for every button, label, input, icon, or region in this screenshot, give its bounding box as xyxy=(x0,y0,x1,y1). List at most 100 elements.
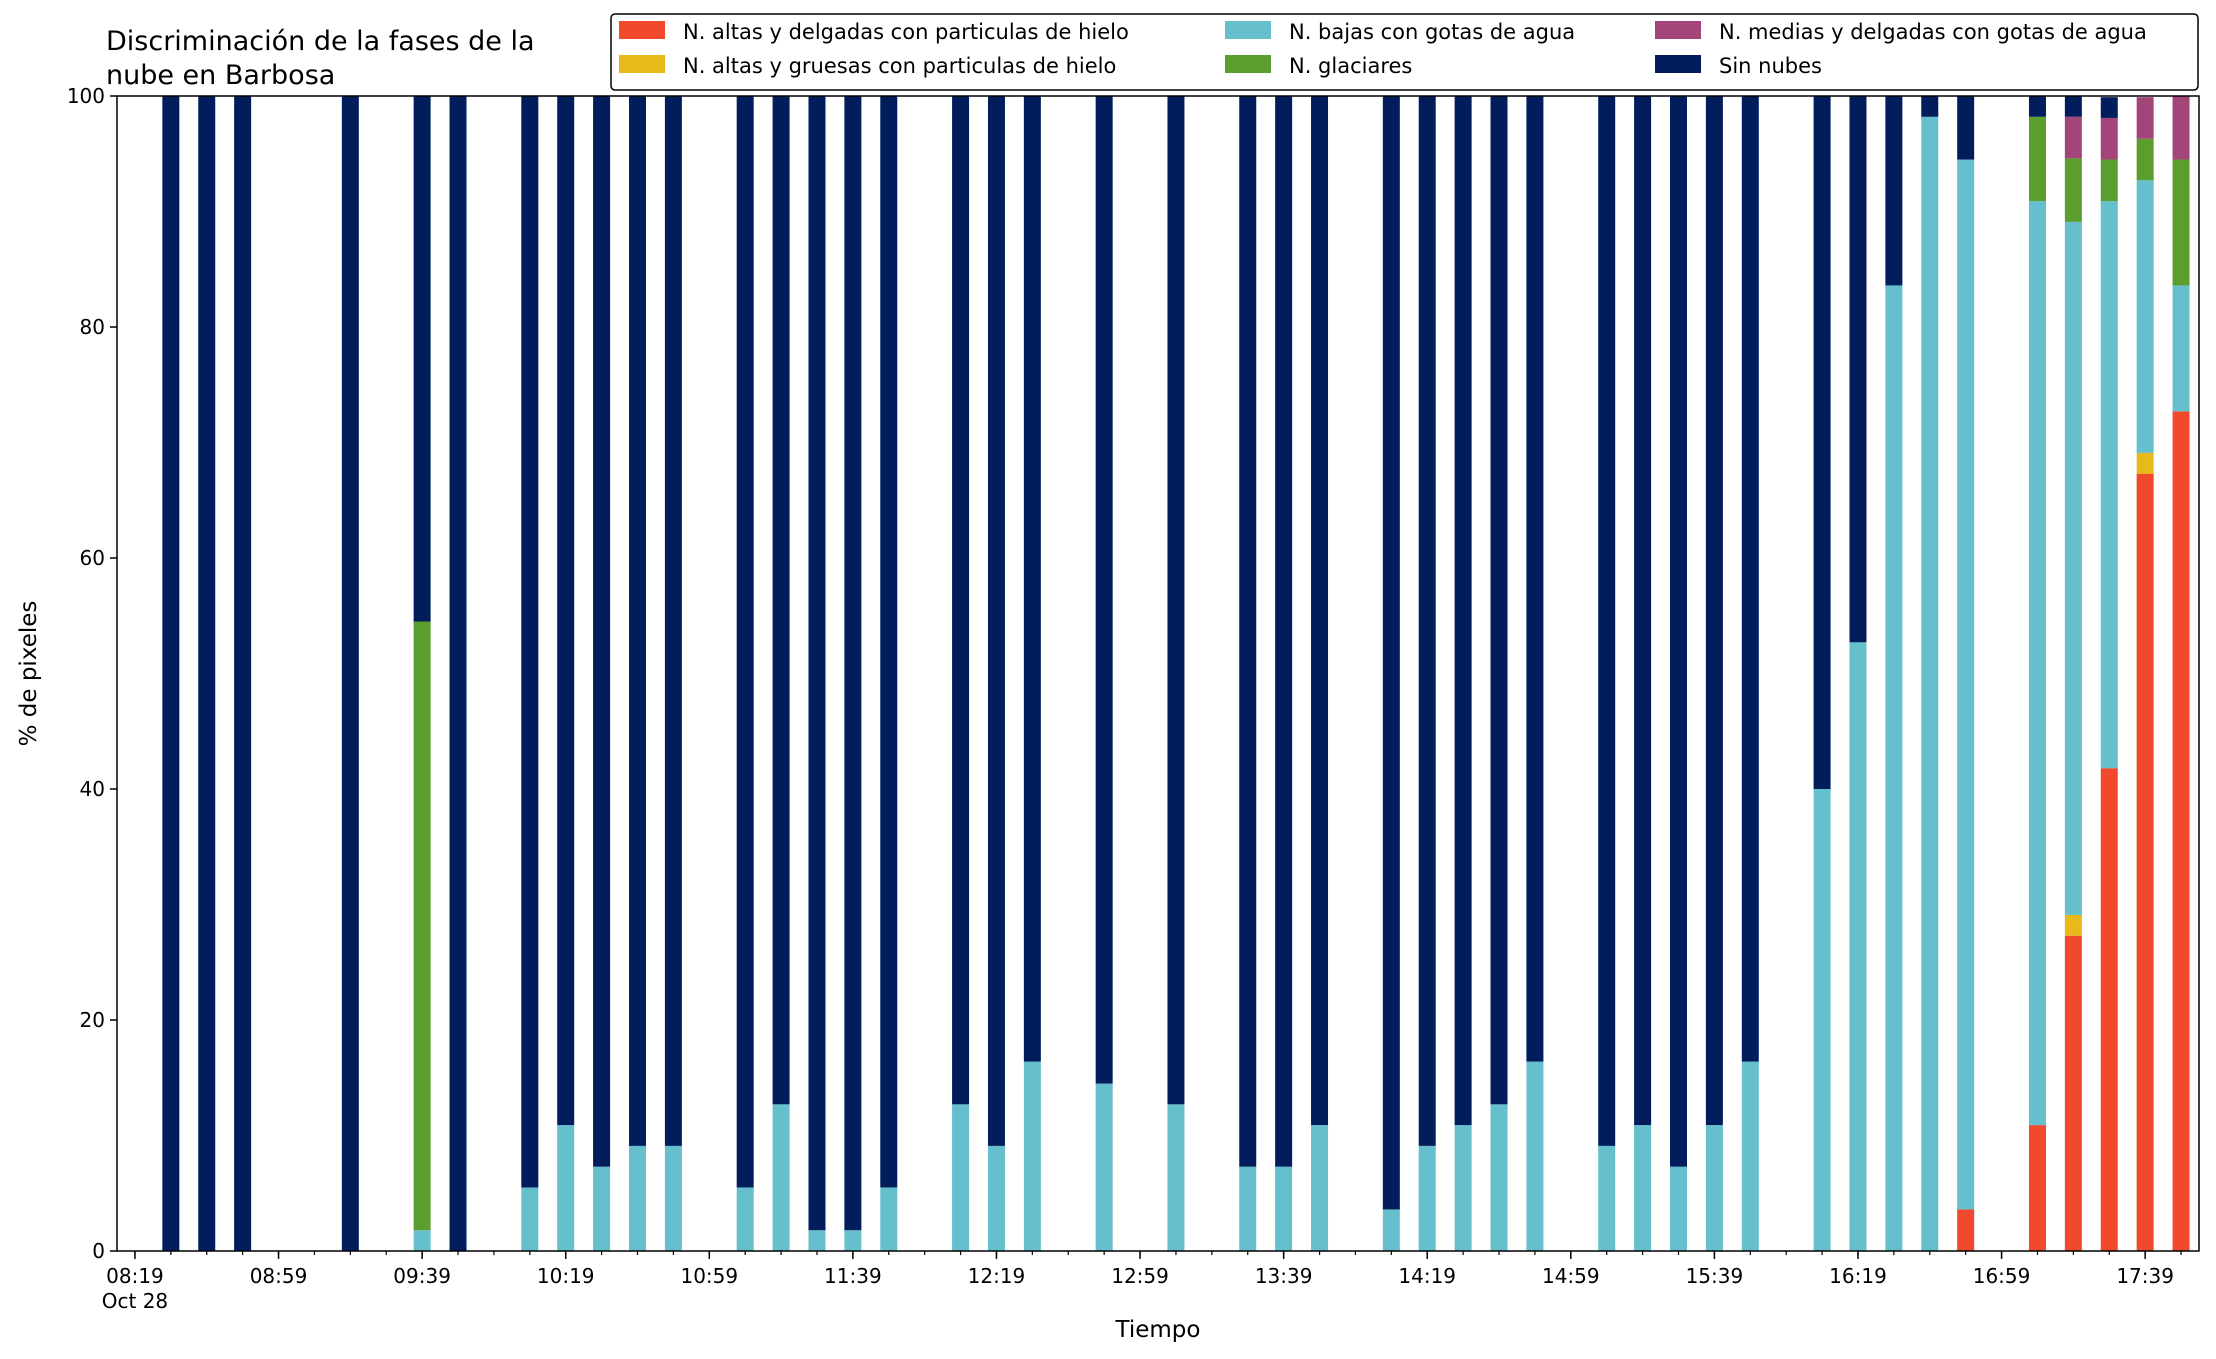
bar-segment xyxy=(1418,1145,1436,1251)
bar-segment xyxy=(2172,96,2190,160)
x-tick-label: 12:59 xyxy=(1111,1264,1169,1288)
bar-segment xyxy=(2064,221,2082,915)
y-axis-label: % de pixeles xyxy=(16,601,42,747)
bar-segment xyxy=(880,1187,898,1251)
bar-segment xyxy=(844,1230,862,1251)
bar-segment xyxy=(1239,96,1257,1167)
bar-segment xyxy=(1921,96,1939,117)
bar-segment xyxy=(1095,1083,1113,1251)
legend: N. altas y delgadas con particulas de hi… xyxy=(610,13,2199,91)
y-tick-label: 100 xyxy=(67,84,105,108)
bar-segment xyxy=(449,96,467,1251)
bar-segment xyxy=(1311,96,1329,1126)
x-tick-label: 12:19 xyxy=(968,1264,1026,1288)
bar-segment xyxy=(1741,96,1759,1062)
x-tick-label: 14:19 xyxy=(1398,1264,1456,1288)
legend-box xyxy=(610,13,2199,91)
bar-segment xyxy=(2064,158,2082,222)
bar-segment xyxy=(808,1230,826,1251)
bar-segment xyxy=(1023,1061,1041,1251)
bar-segment xyxy=(413,621,431,1231)
bar-segment xyxy=(1454,96,1472,1126)
bar-segment xyxy=(2064,116,2082,159)
bar-segment xyxy=(1382,1209,1400,1251)
bar-segment xyxy=(1490,96,1508,1105)
x-tick-label: 17:39 xyxy=(2116,1264,2174,1288)
x-tick-label: 10:59 xyxy=(680,1264,738,1288)
bar-segment xyxy=(1885,285,1903,1251)
legend-label: N. medias y delgadas con gotas de agua xyxy=(1719,20,2147,44)
bar-segment xyxy=(1957,1209,1975,1251)
bar-segment xyxy=(413,96,431,622)
bar-segment xyxy=(1526,1061,1544,1251)
bar-segment xyxy=(2028,116,2046,202)
bar-segment xyxy=(2028,1125,2046,1251)
bar-segment xyxy=(1382,96,1400,1210)
bar-segment xyxy=(1275,96,1293,1167)
y-tick-label: 20 xyxy=(80,1008,105,1032)
legend-swatch xyxy=(619,55,665,73)
bar-segment xyxy=(557,1125,575,1251)
bar-segment xyxy=(1095,96,1113,1084)
bar-segment xyxy=(1849,96,1867,643)
legend-label: N. glaciares xyxy=(1289,54,1412,78)
legend-swatch xyxy=(1225,21,1271,39)
bar-segment xyxy=(629,96,646,1146)
bar-segment xyxy=(593,1166,611,1251)
bar-segment xyxy=(2136,97,2154,139)
bar-segment xyxy=(952,1104,970,1251)
legend-label: N. altas y delgadas con particulas de hi… xyxy=(683,20,1129,44)
bar-segment xyxy=(557,96,575,1126)
bar-segment xyxy=(736,1187,754,1251)
bar-segment xyxy=(2172,411,2190,1251)
bar-segment xyxy=(736,96,754,1188)
bar-segment xyxy=(1167,96,1185,1105)
bar-segment xyxy=(2028,201,2046,1126)
bar-segment xyxy=(1490,1104,1508,1251)
bar-segment xyxy=(2100,201,2118,769)
bar-segment xyxy=(2100,97,2118,118)
bar-segment xyxy=(1921,116,1939,1251)
legend-swatch xyxy=(1655,55,1701,73)
legend-label: N. bajas con gotas de agua xyxy=(1289,20,1575,44)
bar-segment xyxy=(2136,473,2154,1251)
bar-segment xyxy=(664,96,682,1146)
x-tick-label: 08:59 xyxy=(250,1264,308,1288)
bar-segment xyxy=(1598,96,1616,1146)
bar-segment xyxy=(2172,159,2190,286)
bar-segment xyxy=(1275,1166,1293,1251)
bar-segment xyxy=(2028,96,2046,117)
bars-layer xyxy=(162,96,2190,1251)
bar-segment xyxy=(2136,138,2154,181)
bar-segment xyxy=(1239,1166,1257,1251)
bar-segment xyxy=(2136,452,2154,474)
bar-segment xyxy=(234,96,252,1251)
bar-segment xyxy=(1849,642,1867,1251)
bar-segment xyxy=(1311,1125,1329,1251)
bar-segment xyxy=(1813,96,1831,789)
y-tick-label: 0 xyxy=(92,1239,105,1263)
bar-segment xyxy=(593,96,611,1167)
bar-segment xyxy=(1454,1125,1472,1251)
bar-segment xyxy=(2064,914,2082,936)
bar-segment xyxy=(1885,96,1903,286)
legend-swatch xyxy=(619,21,665,39)
axes-frame xyxy=(116,95,2200,1252)
bar-segment xyxy=(844,96,862,1231)
bar-segment xyxy=(1167,1104,1185,1251)
bar-segment xyxy=(1634,1125,1652,1251)
bar-segment xyxy=(1670,1166,1687,1251)
bar-segment xyxy=(880,96,898,1188)
bar-segment xyxy=(1705,96,1723,1126)
bar-segment xyxy=(1418,96,1436,1146)
legend-swatch xyxy=(1225,55,1271,73)
x-tick-label: 08:19 xyxy=(106,1264,164,1288)
legend-label: N. altas y gruesas con particulas de hie… xyxy=(683,54,1116,78)
bar-segment xyxy=(1957,96,1975,160)
x-tick-label: 16:59 xyxy=(1973,1264,2031,1288)
bar-segment xyxy=(521,1187,539,1251)
bar-segment xyxy=(1526,96,1544,1062)
bar-segment xyxy=(1705,1125,1723,1251)
chart-title: Discriminación de la fases de la nube en … xyxy=(106,26,535,91)
